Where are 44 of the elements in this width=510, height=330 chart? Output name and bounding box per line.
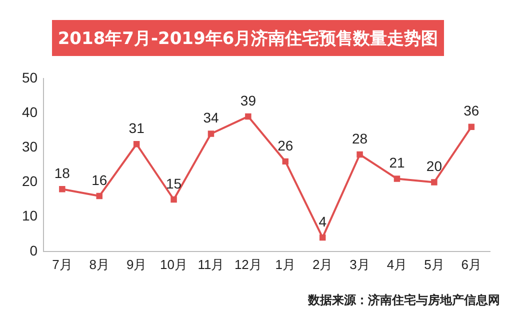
data-label: 34 (203, 110, 219, 126)
x-tick-label: 9月 (126, 256, 147, 272)
point (96, 192, 102, 200)
x-tick-label: 11月 (198, 256, 224, 272)
data-label: 39 (240, 92, 256, 108)
point (356, 151, 363, 158)
point (208, 130, 214, 137)
x-tick-label: 7月 (52, 256, 72, 272)
point (133, 141, 140, 148)
x-tick-label: 3月 (350, 256, 370, 272)
x-tick-label: 6月 (461, 256, 482, 272)
data-label: 15 (166, 175, 182, 192)
x-tick-label: 4月 (386, 256, 408, 272)
x-tick-label: 1月 (275, 256, 296, 272)
point (282, 158, 289, 165)
x-tick-label: 5月 (424, 256, 444, 272)
data-label: 20 (426, 158, 442, 174)
x-tick-label: 8月 (89, 256, 110, 272)
data-label: 36 (464, 102, 480, 119)
data-label: 21 (389, 154, 405, 171)
y-tick-label: 0 (30, 242, 38, 258)
point (468, 124, 475, 130)
data-label: 18 (54, 164, 70, 181)
x-tick-label: 12月 (234, 256, 262, 272)
point (170, 196, 177, 203)
y-tick-label: 30 (22, 138, 38, 154)
x-tick-label: 2月 (312, 256, 333, 272)
y-tick-label: 40 (22, 104, 38, 120)
point (59, 186, 66, 192)
point (319, 234, 326, 241)
data-label: 4 (318, 213, 327, 230)
x-tick-label: 10月 (160, 256, 188, 272)
y-tick-label: 10 (22, 208, 38, 224)
point (245, 113, 252, 120)
data-label: 16 (92, 172, 108, 188)
y-tick-label: 50 (22, 69, 38, 86)
data-label: 28 (352, 130, 368, 146)
data-label: 31 (128, 120, 145, 136)
y-tick-label: 20 (22, 173, 38, 190)
source-note: 数据来源：济南住宅与房地产信息网 (308, 292, 500, 309)
chart-title: 2018年7月-2019年6月济南住宅预售数量走势图 (52, 20, 444, 56)
point (431, 179, 438, 186)
data-label: 26 (278, 137, 294, 154)
point (394, 176, 400, 182)
